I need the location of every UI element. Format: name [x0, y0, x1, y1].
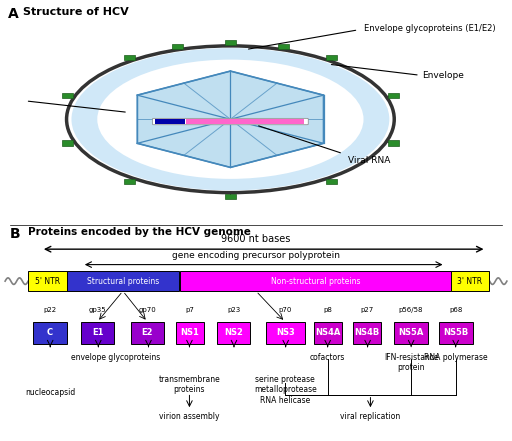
Bar [124, 179, 135, 184]
Bar [451, 271, 489, 291]
Text: E2: E2 [141, 329, 153, 337]
FancyBboxPatch shape [217, 322, 250, 344]
Text: p70: p70 [279, 307, 292, 313]
FancyBboxPatch shape [131, 322, 164, 344]
Bar [124, 55, 135, 60]
Text: 5' NTR: 5' NTR [35, 277, 60, 286]
Text: cofactors: cofactors [310, 353, 346, 362]
Text: NS4B: NS4B [355, 329, 380, 337]
FancyBboxPatch shape [153, 118, 308, 125]
Text: RNA polymerase: RNA polymerase [424, 353, 487, 362]
Text: p23: p23 [227, 307, 240, 313]
FancyBboxPatch shape [353, 322, 381, 344]
Text: NS5A: NS5A [398, 329, 423, 337]
Circle shape [67, 46, 394, 193]
Text: Structure of HCV: Structure of HCV [23, 7, 129, 17]
FancyBboxPatch shape [33, 322, 67, 344]
Text: p22: p22 [44, 307, 56, 313]
FancyBboxPatch shape [176, 322, 204, 344]
Text: NS1: NS1 [180, 329, 199, 337]
Text: transmembrane
proteins: transmembrane proteins [159, 375, 220, 394]
Circle shape [97, 60, 364, 179]
Text: Viral RNA: Viral RNA [348, 156, 391, 165]
Bar [67, 271, 179, 291]
Bar [225, 194, 236, 198]
Text: p27: p27 [361, 307, 374, 313]
Text: Proteins encoded by the HCV genome: Proteins encoded by the HCV genome [28, 227, 251, 237]
Text: p56/58: p56/58 [399, 307, 423, 313]
Bar [326, 179, 337, 184]
Text: envelope glycoproteins: envelope glycoproteins [71, 353, 160, 362]
Text: B: B [10, 227, 21, 241]
Text: C: C [47, 329, 53, 337]
Text: IFN-resistance
protein: IFN-resistance protein [384, 353, 438, 372]
Bar [326, 55, 337, 60]
Text: Non-structural proteins: Non-structural proteins [271, 277, 360, 286]
Text: E1: E1 [92, 329, 103, 337]
Bar [28, 271, 67, 291]
FancyBboxPatch shape [155, 120, 185, 123]
Bar [278, 44, 289, 49]
Text: serine protease
metalloprotease
RNA helicase: serine protease metalloprotease RNA heli… [254, 375, 316, 405]
Text: Envelope: Envelope [422, 71, 464, 80]
FancyBboxPatch shape [439, 322, 473, 344]
Text: NS2: NS2 [224, 329, 243, 337]
Text: A: A [8, 7, 18, 21]
Text: gene encoding precursor polyprotein: gene encoding precursor polyprotein [172, 251, 340, 260]
Bar [225, 40, 236, 45]
Text: Structural proteins: Structural proteins [87, 277, 159, 286]
Bar [61, 93, 73, 98]
Bar [388, 141, 399, 146]
FancyBboxPatch shape [266, 322, 305, 344]
FancyBboxPatch shape [186, 120, 304, 123]
Text: 9600 nt bases: 9600 nt bases [221, 234, 291, 243]
Text: gp35: gp35 [89, 307, 106, 313]
Text: NS5B: NS5B [443, 329, 468, 337]
Text: nucleocapsid: nucleocapsid [25, 388, 75, 397]
Polygon shape [137, 71, 324, 168]
Text: p7: p7 [185, 307, 194, 313]
Text: NS3: NS3 [276, 329, 295, 337]
Bar [172, 44, 183, 49]
Text: p68: p68 [449, 307, 463, 313]
Text: virion assembly: virion assembly [159, 412, 220, 421]
FancyBboxPatch shape [394, 322, 428, 344]
Bar [61, 141, 73, 146]
Text: Envelope glycoproteins (E1/E2): Envelope glycoproteins (E1/E2) [364, 24, 495, 33]
Circle shape [72, 48, 389, 191]
Bar [180, 271, 451, 291]
FancyBboxPatch shape [314, 322, 342, 344]
Text: p8: p8 [324, 307, 332, 313]
Text: viral replication: viral replication [340, 412, 400, 421]
FancyBboxPatch shape [81, 322, 114, 344]
Text: gp70: gp70 [138, 307, 156, 313]
Text: 3' NTR: 3' NTR [457, 277, 482, 286]
Bar [388, 93, 399, 98]
Text: NS4A: NS4A [315, 329, 340, 337]
